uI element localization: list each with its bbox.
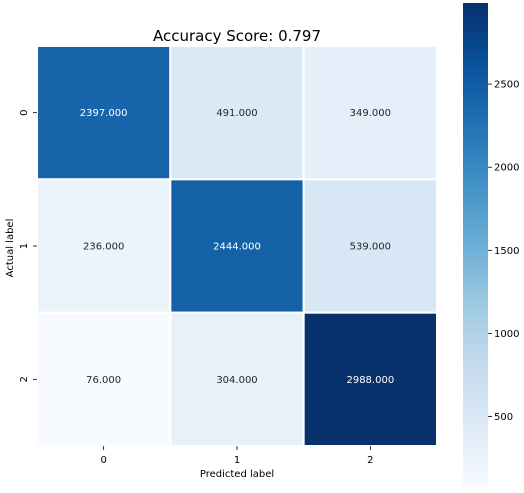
colorbar-gradient <box>463 3 488 487</box>
colorbar: 500 1000 1500 2000 2500 <box>463 3 519 487</box>
cell-value-label: 491.000 <box>216 108 257 119</box>
y-tick-label: 0 <box>19 109 30 115</box>
heatmap-cell <box>302 178 438 314</box>
y-tick-label: 1 <box>19 243 30 249</box>
x-axis-label: Predicted label <box>200 469 274 480</box>
cell-value-label: 539.000 <box>350 242 391 253</box>
colorbar-tick-label: 2500 <box>494 80 519 91</box>
heatmap-cell <box>302 45 438 181</box>
y-axis-ticks: 0 1 2 <box>19 109 37 383</box>
cell-value-label: 2988.000 <box>346 375 394 386</box>
heatmap-cell <box>36 45 172 181</box>
heatmap-cell <box>169 45 305 181</box>
y-tick-label: 2 <box>19 376 30 382</box>
colorbar-ticks: 500 1000 1500 2000 2500 <box>488 80 519 423</box>
cell-value-label: 2444.000 <box>213 242 261 253</box>
heatmap-cells: 2397.000 491.000 349.000 236.000 2444.000 539… <box>36 45 438 447</box>
y-axis-label: Actual label <box>5 219 16 278</box>
cell-value-label: 76.000 <box>86 375 121 386</box>
chart-title: Accuracy Score: 0.797 <box>153 27 321 45</box>
colorbar-tick-label: 2000 <box>494 163 519 174</box>
cell-value-label: 2397.000 <box>80 108 128 119</box>
x-tick-label: 1 <box>234 455 240 466</box>
x-axis-ticks: 0 1 2 <box>100 446 374 466</box>
cell-value-label: 349.000 <box>350 108 391 119</box>
x-tick-label: 0 <box>100 455 106 466</box>
heatmap-cell <box>36 178 172 314</box>
colorbar-tick-label: 1000 <box>494 329 519 340</box>
cell-value-label: 304.000 <box>216 375 257 386</box>
x-tick-label: 2 <box>367 455 373 466</box>
cell-value-label: 236.000 <box>83 242 124 253</box>
heatmap-cell <box>169 311 305 447</box>
colorbar-tick-label: 500 <box>494 412 513 423</box>
colorbar-tick-label: 1500 <box>494 246 519 257</box>
